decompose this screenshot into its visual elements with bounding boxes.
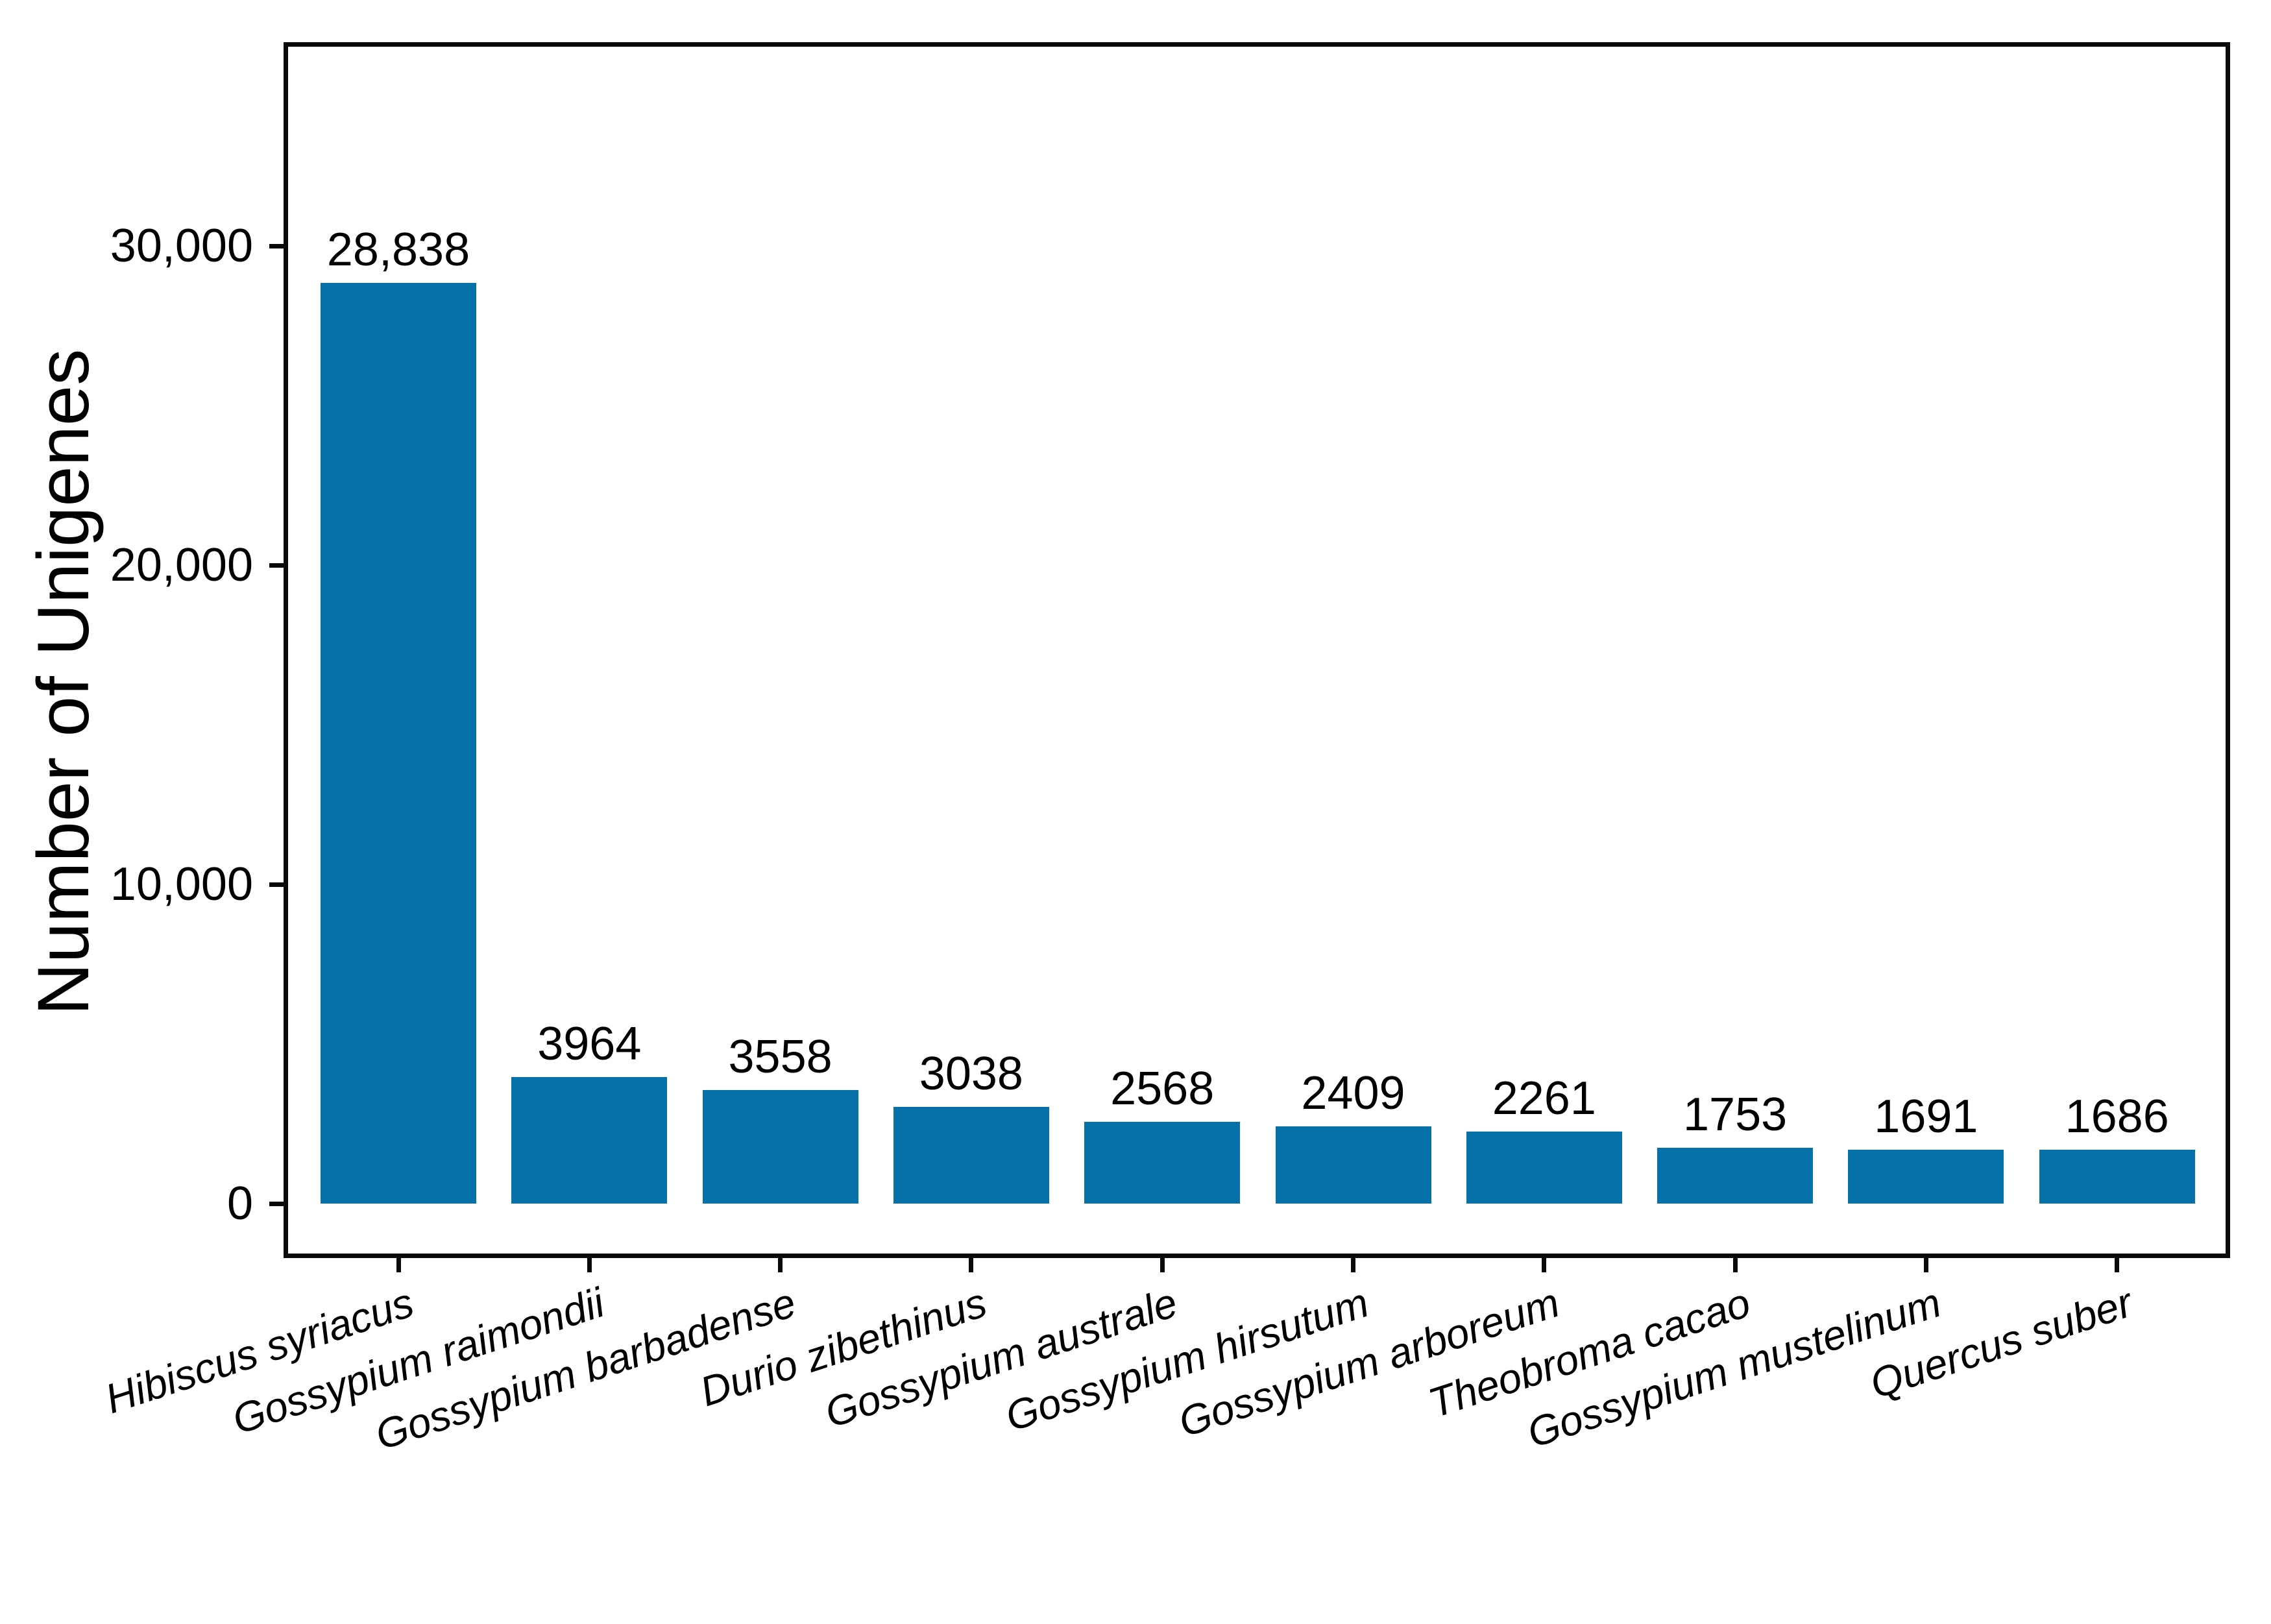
bar (1848, 1149, 2004, 1204)
y-axis-title: Number of Unigenes (23, 348, 104, 1015)
unigenes-bar-chart-figure: Number of Unigenes 0 10,000 20,000 30,000 28… (23, 42, 2230, 1459)
bar-value-label: 28,838 (326, 224, 470, 276)
bar-value-label: 2409 (1301, 1067, 1405, 1120)
y-axis-tick (269, 243, 284, 248)
x-axis-tick (1542, 1258, 1547, 1272)
x-axis-tick (1160, 1258, 1165, 1272)
x-axis-tick (1351, 1258, 1355, 1272)
bar-value-label: 2261 (1492, 1072, 1596, 1124)
bar-value-label: 2568 (1110, 1062, 1215, 1115)
x-axis-tick (969, 1258, 974, 1272)
bar-value-label: 3558 (728, 1030, 832, 1083)
y-axis-tick-label: 20,000 (110, 539, 253, 591)
bar (1275, 1126, 1431, 1204)
bar-value-label: 1686 (2065, 1091, 2169, 1143)
plot-area (284, 42, 2230, 1258)
bar (702, 1089, 858, 1204)
bar (321, 283, 476, 1204)
y-axis-tick (269, 563, 284, 568)
x-axis-tick (587, 1258, 592, 1272)
bar (1657, 1147, 1814, 1204)
y-axis-tick-label: 10,000 (110, 858, 253, 910)
bar (2039, 1150, 2195, 1204)
y-axis-tick (269, 1201, 284, 1206)
bar-value-label: 1753 (1683, 1088, 1788, 1141)
bar-value-label: 3038 (919, 1047, 1023, 1100)
bar (893, 1106, 1049, 1204)
y-axis-tick-label: 30,000 (110, 220, 253, 272)
y-axis-tick-label: 0 (226, 1178, 253, 1230)
x-axis-tick (1732, 1258, 1738, 1272)
bar (511, 1076, 668, 1204)
y-axis-tick (269, 882, 284, 887)
bar (1466, 1131, 1622, 1204)
bar-value-label: 1691 (1874, 1090, 1978, 1143)
x-axis-tick (778, 1258, 783, 1272)
bar (1084, 1121, 1241, 1204)
bar-value-label: 3964 (537, 1017, 642, 1070)
x-axis-tick (396, 1258, 401, 1272)
x-axis-tick (2115, 1258, 2120, 1272)
x-axis-tick (1923, 1258, 1928, 1272)
